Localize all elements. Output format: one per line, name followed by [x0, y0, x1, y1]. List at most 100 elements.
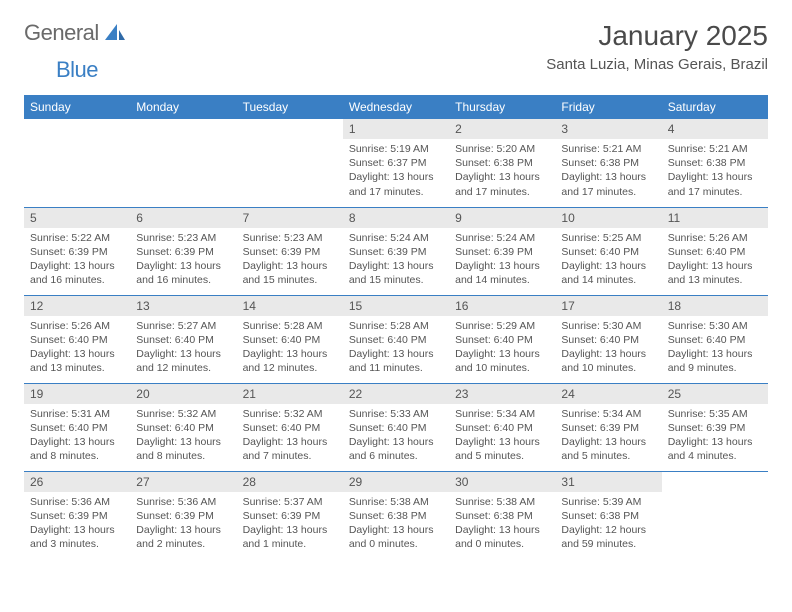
sunset-line: Sunset: 6:39 PM	[243, 509, 337, 523]
day-content: Sunrise: 5:25 AMSunset: 6:40 PMDaylight:…	[555, 228, 661, 294]
weekday-header: Sunday	[24, 95, 130, 119]
day-number: 2	[449, 119, 555, 139]
sunset-line: Sunset: 6:38 PM	[349, 509, 443, 523]
day-content: Sunrise: 5:37 AMSunset: 6:39 PMDaylight:…	[237, 492, 343, 558]
sunrise-line: Sunrise: 5:32 AM	[243, 407, 337, 421]
calendar-cell: 28Sunrise: 5:37 AMSunset: 6:39 PMDayligh…	[237, 471, 343, 559]
sunrise-line: Sunrise: 5:27 AM	[136, 319, 230, 333]
sunrise-line: Sunrise: 5:38 AM	[349, 495, 443, 509]
sunset-line: Sunset: 6:40 PM	[136, 421, 230, 435]
calendar-cell: 18Sunrise: 5:30 AMSunset: 6:40 PMDayligh…	[662, 295, 768, 383]
calendar-cell: 9Sunrise: 5:24 AMSunset: 6:39 PMDaylight…	[449, 207, 555, 295]
sunset-line: Sunset: 6:40 PM	[455, 333, 549, 347]
sunrise-line: Sunrise: 5:36 AM	[136, 495, 230, 509]
day-content: Sunrise: 5:24 AMSunset: 6:39 PMDaylight:…	[343, 228, 449, 294]
day-content: Sunrise: 5:26 AMSunset: 6:40 PMDaylight:…	[662, 228, 768, 294]
daylight-line: Daylight: 13 hours and 17 minutes.	[349, 170, 443, 198]
daylight-line: Daylight: 13 hours and 5 minutes.	[561, 435, 655, 463]
calendar-cell: 26Sunrise: 5:36 AMSunset: 6:39 PMDayligh…	[24, 471, 130, 559]
weekday-header: Saturday	[662, 95, 768, 119]
day-number: 21	[237, 384, 343, 404]
daylight-line: Daylight: 13 hours and 4 minutes.	[668, 435, 762, 463]
daylight-line: Daylight: 13 hours and 0 minutes.	[455, 523, 549, 551]
day-number: 5	[24, 208, 130, 228]
day-content: Sunrise: 5:29 AMSunset: 6:40 PMDaylight:…	[449, 316, 555, 382]
daylight-line: Daylight: 13 hours and 0 minutes.	[349, 523, 443, 551]
calendar-cell: 17Sunrise: 5:30 AMSunset: 6:40 PMDayligh…	[555, 295, 661, 383]
day-content: Sunrise: 5:36 AMSunset: 6:39 PMDaylight:…	[130, 492, 236, 558]
day-number: 11	[662, 208, 768, 228]
daylight-line: Daylight: 13 hours and 8 minutes.	[30, 435, 124, 463]
sunset-line: Sunset: 6:38 PM	[561, 156, 655, 170]
day-number: 6	[130, 208, 236, 228]
daylight-line: Daylight: 13 hours and 14 minutes.	[455, 259, 549, 287]
calendar-cell: ..	[237, 119, 343, 207]
logo-text-2: Blue	[56, 57, 98, 82]
weekday-header: Monday	[130, 95, 236, 119]
sunset-line: Sunset: 6:39 PM	[455, 245, 549, 259]
day-content: Sunrise: 5:19 AMSunset: 6:37 PMDaylight:…	[343, 139, 449, 205]
calendar-cell: 31Sunrise: 5:39 AMSunset: 6:38 PMDayligh…	[555, 471, 661, 559]
sunrise-line: Sunrise: 5:23 AM	[243, 231, 337, 245]
day-content: Sunrise: 5:27 AMSunset: 6:40 PMDaylight:…	[130, 316, 236, 382]
sunset-line: Sunset: 6:40 PM	[136, 333, 230, 347]
daylight-line: Daylight: 13 hours and 13 minutes.	[668, 259, 762, 287]
calendar-cell: 12Sunrise: 5:26 AMSunset: 6:40 PMDayligh…	[24, 295, 130, 383]
daylight-line: Daylight: 12 hours and 59 minutes.	[561, 523, 655, 551]
logo-text-1: General	[24, 20, 99, 46]
day-content: Sunrise: 5:26 AMSunset: 6:40 PMDaylight:…	[24, 316, 130, 382]
calendar-cell: 14Sunrise: 5:28 AMSunset: 6:40 PMDayligh…	[237, 295, 343, 383]
calendar-cell: ..	[24, 119, 130, 207]
calendar-cell: 22Sunrise: 5:33 AMSunset: 6:40 PMDayligh…	[343, 383, 449, 471]
calendar-cell: 23Sunrise: 5:34 AMSunset: 6:40 PMDayligh…	[449, 383, 555, 471]
daylight-line: Daylight: 13 hours and 5 minutes.	[455, 435, 549, 463]
weekday-header: Friday	[555, 95, 661, 119]
daylight-line: Daylight: 13 hours and 10 minutes.	[455, 347, 549, 375]
sunset-line: Sunset: 6:38 PM	[455, 156, 549, 170]
day-content: Sunrise: 5:28 AMSunset: 6:40 PMDaylight:…	[343, 316, 449, 382]
sunrise-line: Sunrise: 5:30 AM	[668, 319, 762, 333]
day-number: 25	[662, 384, 768, 404]
calendar-cell: 11Sunrise: 5:26 AMSunset: 6:40 PMDayligh…	[662, 207, 768, 295]
day-number: 22	[343, 384, 449, 404]
sunrise-line: Sunrise: 5:36 AM	[30, 495, 124, 509]
sunset-line: Sunset: 6:38 PM	[455, 509, 549, 523]
daylight-line: Daylight: 13 hours and 6 minutes.	[349, 435, 443, 463]
daylight-line: Daylight: 13 hours and 3 minutes.	[30, 523, 124, 551]
sunrise-line: Sunrise: 5:22 AM	[30, 231, 124, 245]
day-number: 24	[555, 384, 661, 404]
sunrise-line: Sunrise: 5:26 AM	[668, 231, 762, 245]
day-number: 15	[343, 296, 449, 316]
sunset-line: Sunset: 6:40 PM	[243, 333, 337, 347]
day-content: Sunrise: 5:33 AMSunset: 6:40 PMDaylight:…	[343, 404, 449, 470]
day-content: Sunrise: 5:32 AMSunset: 6:40 PMDaylight:…	[237, 404, 343, 470]
day-content: Sunrise: 5:35 AMSunset: 6:39 PMDaylight:…	[662, 404, 768, 470]
day-number: 28	[237, 472, 343, 492]
daylight-line: Daylight: 13 hours and 15 minutes.	[349, 259, 443, 287]
sunrise-line: Sunrise: 5:23 AM	[136, 231, 230, 245]
sunrise-line: Sunrise: 5:35 AM	[668, 407, 762, 421]
day-number: 13	[130, 296, 236, 316]
daylight-line: Daylight: 13 hours and 15 minutes.	[243, 259, 337, 287]
sunrise-line: Sunrise: 5:24 AM	[349, 231, 443, 245]
calendar-cell: 6Sunrise: 5:23 AMSunset: 6:39 PMDaylight…	[130, 207, 236, 295]
day-number: 17	[555, 296, 661, 316]
calendar-table: SundayMondayTuesdayWednesdayThursdayFrid…	[24, 95, 768, 559]
sunrise-line: Sunrise: 5:33 AM	[349, 407, 443, 421]
sunset-line: Sunset: 6:40 PM	[668, 245, 762, 259]
day-number: 14	[237, 296, 343, 316]
day-number: 26	[24, 472, 130, 492]
sunrise-line: Sunrise: 5:26 AM	[30, 319, 124, 333]
month-title: January 2025	[546, 20, 768, 52]
calendar-cell: 27Sunrise: 5:36 AMSunset: 6:39 PMDayligh…	[130, 471, 236, 559]
calendar-cell: 24Sunrise: 5:34 AMSunset: 6:39 PMDayligh…	[555, 383, 661, 471]
calendar-cell: 4Sunrise: 5:21 AMSunset: 6:38 PMDaylight…	[662, 119, 768, 207]
daylight-line: Daylight: 13 hours and 12 minutes.	[243, 347, 337, 375]
day-number: 9	[449, 208, 555, 228]
daylight-line: Daylight: 13 hours and 16 minutes.	[136, 259, 230, 287]
day-content: Sunrise: 5:23 AMSunset: 6:39 PMDaylight:…	[237, 228, 343, 294]
sunrise-line: Sunrise: 5:31 AM	[30, 407, 124, 421]
sunset-line: Sunset: 6:37 PM	[349, 156, 443, 170]
daylight-line: Daylight: 13 hours and 14 minutes.	[561, 259, 655, 287]
calendar-cell: 19Sunrise: 5:31 AMSunset: 6:40 PMDayligh…	[24, 383, 130, 471]
